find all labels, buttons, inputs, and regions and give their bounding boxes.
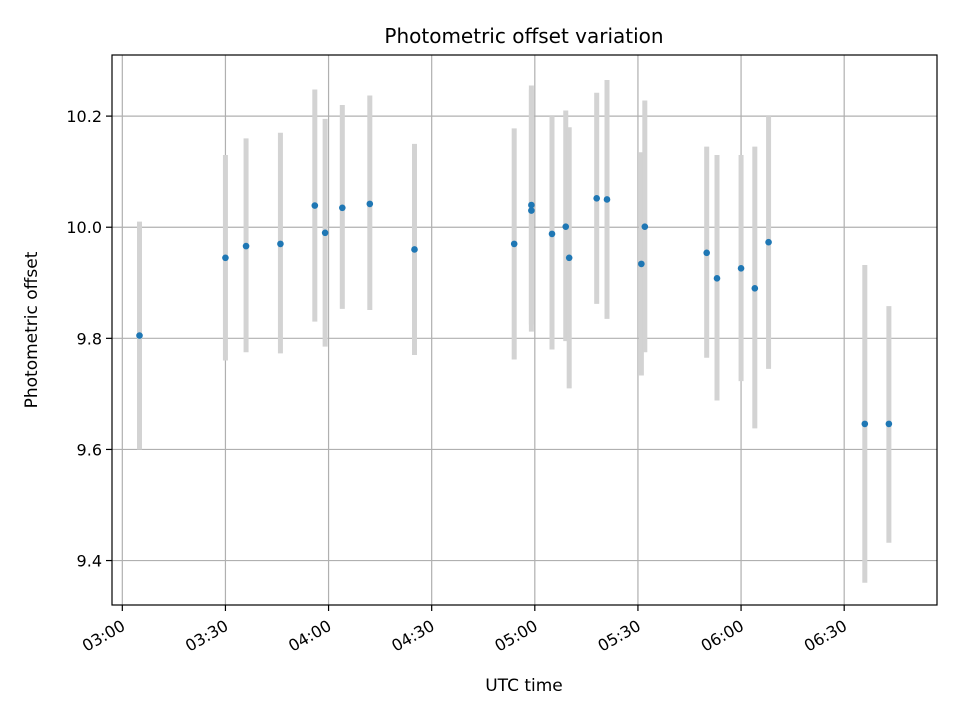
data-point — [136, 332, 143, 339]
data-point — [311, 202, 319, 209]
x-tick-label: 06:30 — [801, 616, 850, 656]
data-point — [861, 420, 869, 428]
data-points — [136, 195, 893, 428]
data-point — [339, 204, 346, 212]
x-tick-label: 05:00 — [491, 616, 540, 656]
y-tick-label: 10.0 — [66, 218, 102, 237]
data-point — [510, 240, 518, 248]
chart-title: Photometric offset variation — [384, 24, 663, 48]
data-point — [411, 246, 418, 253]
data-point — [528, 207, 535, 214]
y-tick-label: 9.4 — [77, 552, 102, 571]
data-point — [603, 196, 611, 203]
x-axis-ticks: 03:00 03:30 04:00 04:30 05:00 05:30 06:00 06:30 — [79, 605, 850, 656]
data-point — [638, 260, 645, 268]
x-axis-label: UTC time — [485, 676, 563, 696]
data-point — [885, 420, 893, 428]
data-point — [641, 223, 649, 230]
y-tick-label: 10.2 — [66, 107, 102, 126]
data-point — [737, 265, 745, 272]
data-point — [565, 254, 573, 262]
data-point — [562, 223, 570, 230]
data-point — [528, 201, 535, 209]
x-tick-label: 06:00 — [698, 616, 747, 656]
x-tick-label: 05:30 — [595, 616, 644, 656]
data-point — [321, 229, 329, 237]
data-point — [765, 238, 772, 246]
data-point — [366, 200, 374, 208]
data-point — [593, 195, 600, 202]
data-point — [751, 285, 759, 292]
data-point — [548, 230, 556, 238]
data-point — [703, 249, 710, 257]
plot-frame — [111, 54, 938, 606]
x-tick-label: 04:30 — [388, 616, 437, 656]
error-bars — [137, 80, 892, 583]
x-tick-label: 04:00 — [285, 616, 334, 656]
y-tick-label: 9.6 — [77, 440, 102, 459]
y-axis-ticks: 9.4 9.6 9.8 10.0 10.2 — [66, 107, 112, 571]
y-tick-label: 9.8 — [77, 329, 102, 348]
x-tick-label: 03:30 — [182, 616, 231, 656]
x-tick-label: 03:00 — [79, 616, 128, 656]
data-point — [713, 275, 721, 282]
data-point — [277, 240, 284, 248]
data-point — [222, 254, 229, 262]
data-point — [242, 242, 250, 250]
y-axis-label: Photometric offset — [22, 251, 42, 408]
grid — [112, 55, 937, 605]
